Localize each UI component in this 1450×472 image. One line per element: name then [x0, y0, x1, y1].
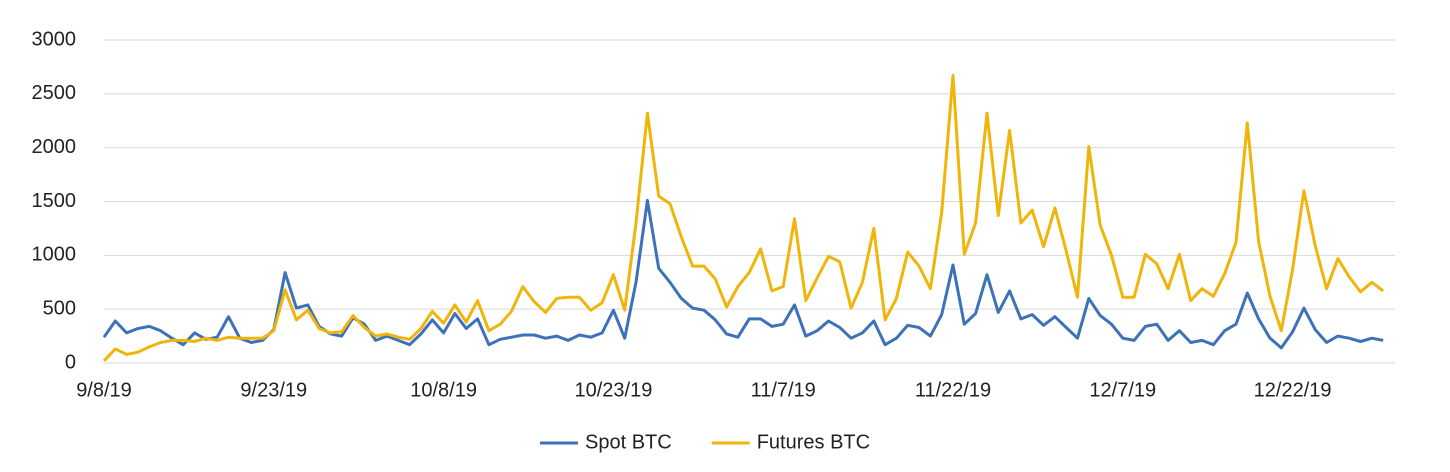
x-tick-label: 12/7/19 — [1089, 379, 1156, 401]
x-tick-label: 12/22/19 — [1254, 379, 1332, 401]
legend-label: Spot BTC — [585, 431, 672, 453]
x-tick-label: 9/8/19 — [76, 379, 132, 401]
y-tick-label: 1500 — [32, 190, 77, 212]
y-tick-label: 3000 — [32, 28, 77, 50]
x-tick-label: 11/7/19 — [751, 379, 816, 401]
y-tick-label: 2500 — [32, 82, 77, 104]
legend-label: Futures BTC — [757, 431, 870, 453]
series-line — [102, 74, 1385, 362]
x-tick-label: 10/23/19 — [574, 379, 652, 401]
x-tick-label: 10/8/19 — [410, 379, 477, 401]
y-tick-label: 0 — [65, 351, 76, 373]
x-tick-label: 9/23/19 — [240, 379, 307, 401]
y-tick-label: 1000 — [32, 244, 77, 266]
series-line — [102, 198, 1384, 350]
x-tick-label: 11/22/19 — [915, 379, 991, 401]
y-tick-label: 2000 — [32, 136, 77, 158]
y-tick-label: 500 — [43, 297, 76, 319]
